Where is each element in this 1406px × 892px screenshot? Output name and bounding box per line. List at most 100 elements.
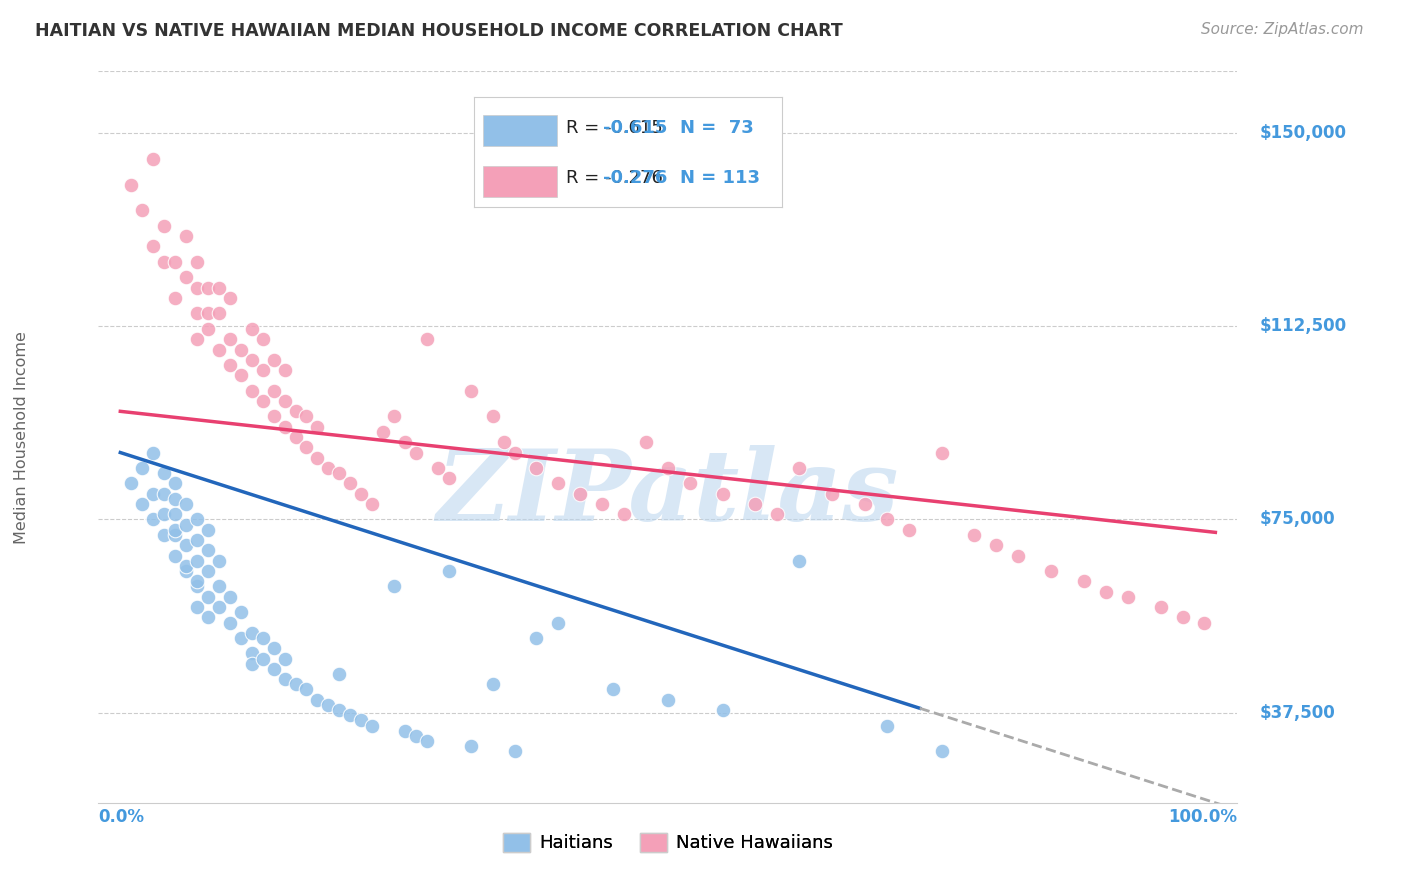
Point — [307, 450, 329, 465]
Point — [229, 343, 252, 357]
Point — [382, 409, 405, 424]
Point — [218, 291, 240, 305]
Point — [307, 693, 329, 707]
Point — [876, 718, 898, 732]
Text: Median Household Income: Median Household Income — [14, 331, 30, 543]
Point — [186, 554, 208, 568]
Point — [165, 549, 187, 563]
Point — [876, 512, 898, 526]
Point — [131, 461, 153, 475]
Point — [186, 332, 208, 346]
Point — [1149, 600, 1171, 615]
Point — [328, 667, 350, 681]
Point — [186, 281, 208, 295]
Point — [218, 615, 240, 630]
Point — [240, 625, 263, 640]
Point — [547, 615, 569, 630]
Point — [634, 435, 657, 450]
Point — [208, 579, 231, 593]
Point — [263, 384, 285, 398]
Point — [142, 445, 165, 459]
Point — [711, 487, 734, 501]
Point — [460, 384, 482, 398]
Text: $37,500: $37,500 — [1260, 704, 1334, 722]
Point — [197, 610, 219, 624]
Point — [208, 343, 231, 357]
Point — [350, 714, 373, 728]
Point — [263, 641, 285, 656]
Point — [229, 605, 252, 619]
Point — [263, 352, 285, 367]
Point — [186, 574, 208, 589]
Point — [963, 528, 986, 542]
Point — [744, 497, 766, 511]
Point — [197, 523, 219, 537]
Point — [787, 461, 810, 475]
Point — [153, 219, 176, 233]
Point — [174, 229, 197, 244]
Point — [373, 425, 395, 439]
Point — [526, 631, 548, 645]
Point — [240, 352, 263, 367]
Legend: Haitians, Native Hawaiians: Haitians, Native Hawaiians — [496, 826, 839, 860]
Point — [120, 476, 142, 491]
Point — [153, 466, 176, 480]
Point — [229, 368, 252, 383]
Point — [153, 255, 176, 269]
Point — [931, 744, 953, 758]
Point — [503, 445, 526, 459]
Text: 0.0%: 0.0% — [98, 808, 145, 826]
Point — [197, 281, 219, 295]
Point — [208, 600, 231, 615]
Point — [240, 647, 263, 661]
Point — [657, 693, 679, 707]
Point — [547, 476, 569, 491]
Point — [394, 723, 416, 738]
Point — [208, 281, 231, 295]
Point — [273, 363, 295, 377]
Point — [165, 523, 187, 537]
Point — [426, 461, 449, 475]
Point — [165, 255, 187, 269]
Point — [1040, 564, 1063, 578]
Point — [174, 517, 197, 532]
Point — [897, 523, 920, 537]
Point — [165, 528, 187, 542]
Point — [142, 239, 165, 253]
Point — [153, 528, 176, 542]
Point — [273, 672, 295, 686]
Point — [1095, 584, 1118, 599]
Point — [218, 358, 240, 372]
Point — [1007, 549, 1029, 563]
Point — [503, 744, 526, 758]
Point — [186, 533, 208, 547]
Point — [153, 508, 176, 522]
Point — [252, 631, 274, 645]
Text: HAITIAN VS NATIVE HAWAIIAN MEDIAN HOUSEHOLD INCOME CORRELATION CHART: HAITIAN VS NATIVE HAWAIIAN MEDIAN HOUSEH… — [35, 22, 844, 40]
Point — [186, 512, 208, 526]
Text: 100.0%: 100.0% — [1168, 808, 1237, 826]
Point — [263, 409, 285, 424]
Point — [602, 682, 624, 697]
Point — [273, 651, 295, 665]
Point — [218, 332, 240, 346]
Point — [986, 538, 1008, 552]
Point — [120, 178, 142, 192]
Point — [339, 476, 361, 491]
Point — [787, 554, 810, 568]
Point — [679, 476, 702, 491]
Point — [142, 512, 165, 526]
Text: $112,500: $112,500 — [1260, 318, 1347, 335]
Point — [186, 579, 208, 593]
Point — [613, 508, 636, 522]
Point — [295, 441, 318, 455]
Point — [273, 419, 295, 434]
Point — [295, 409, 318, 424]
Point — [197, 306, 219, 320]
Point — [186, 255, 208, 269]
Point — [165, 508, 187, 522]
Point — [361, 718, 384, 732]
Point — [197, 543, 219, 558]
Text: $150,000: $150,000 — [1260, 124, 1346, 142]
Point — [437, 471, 460, 485]
